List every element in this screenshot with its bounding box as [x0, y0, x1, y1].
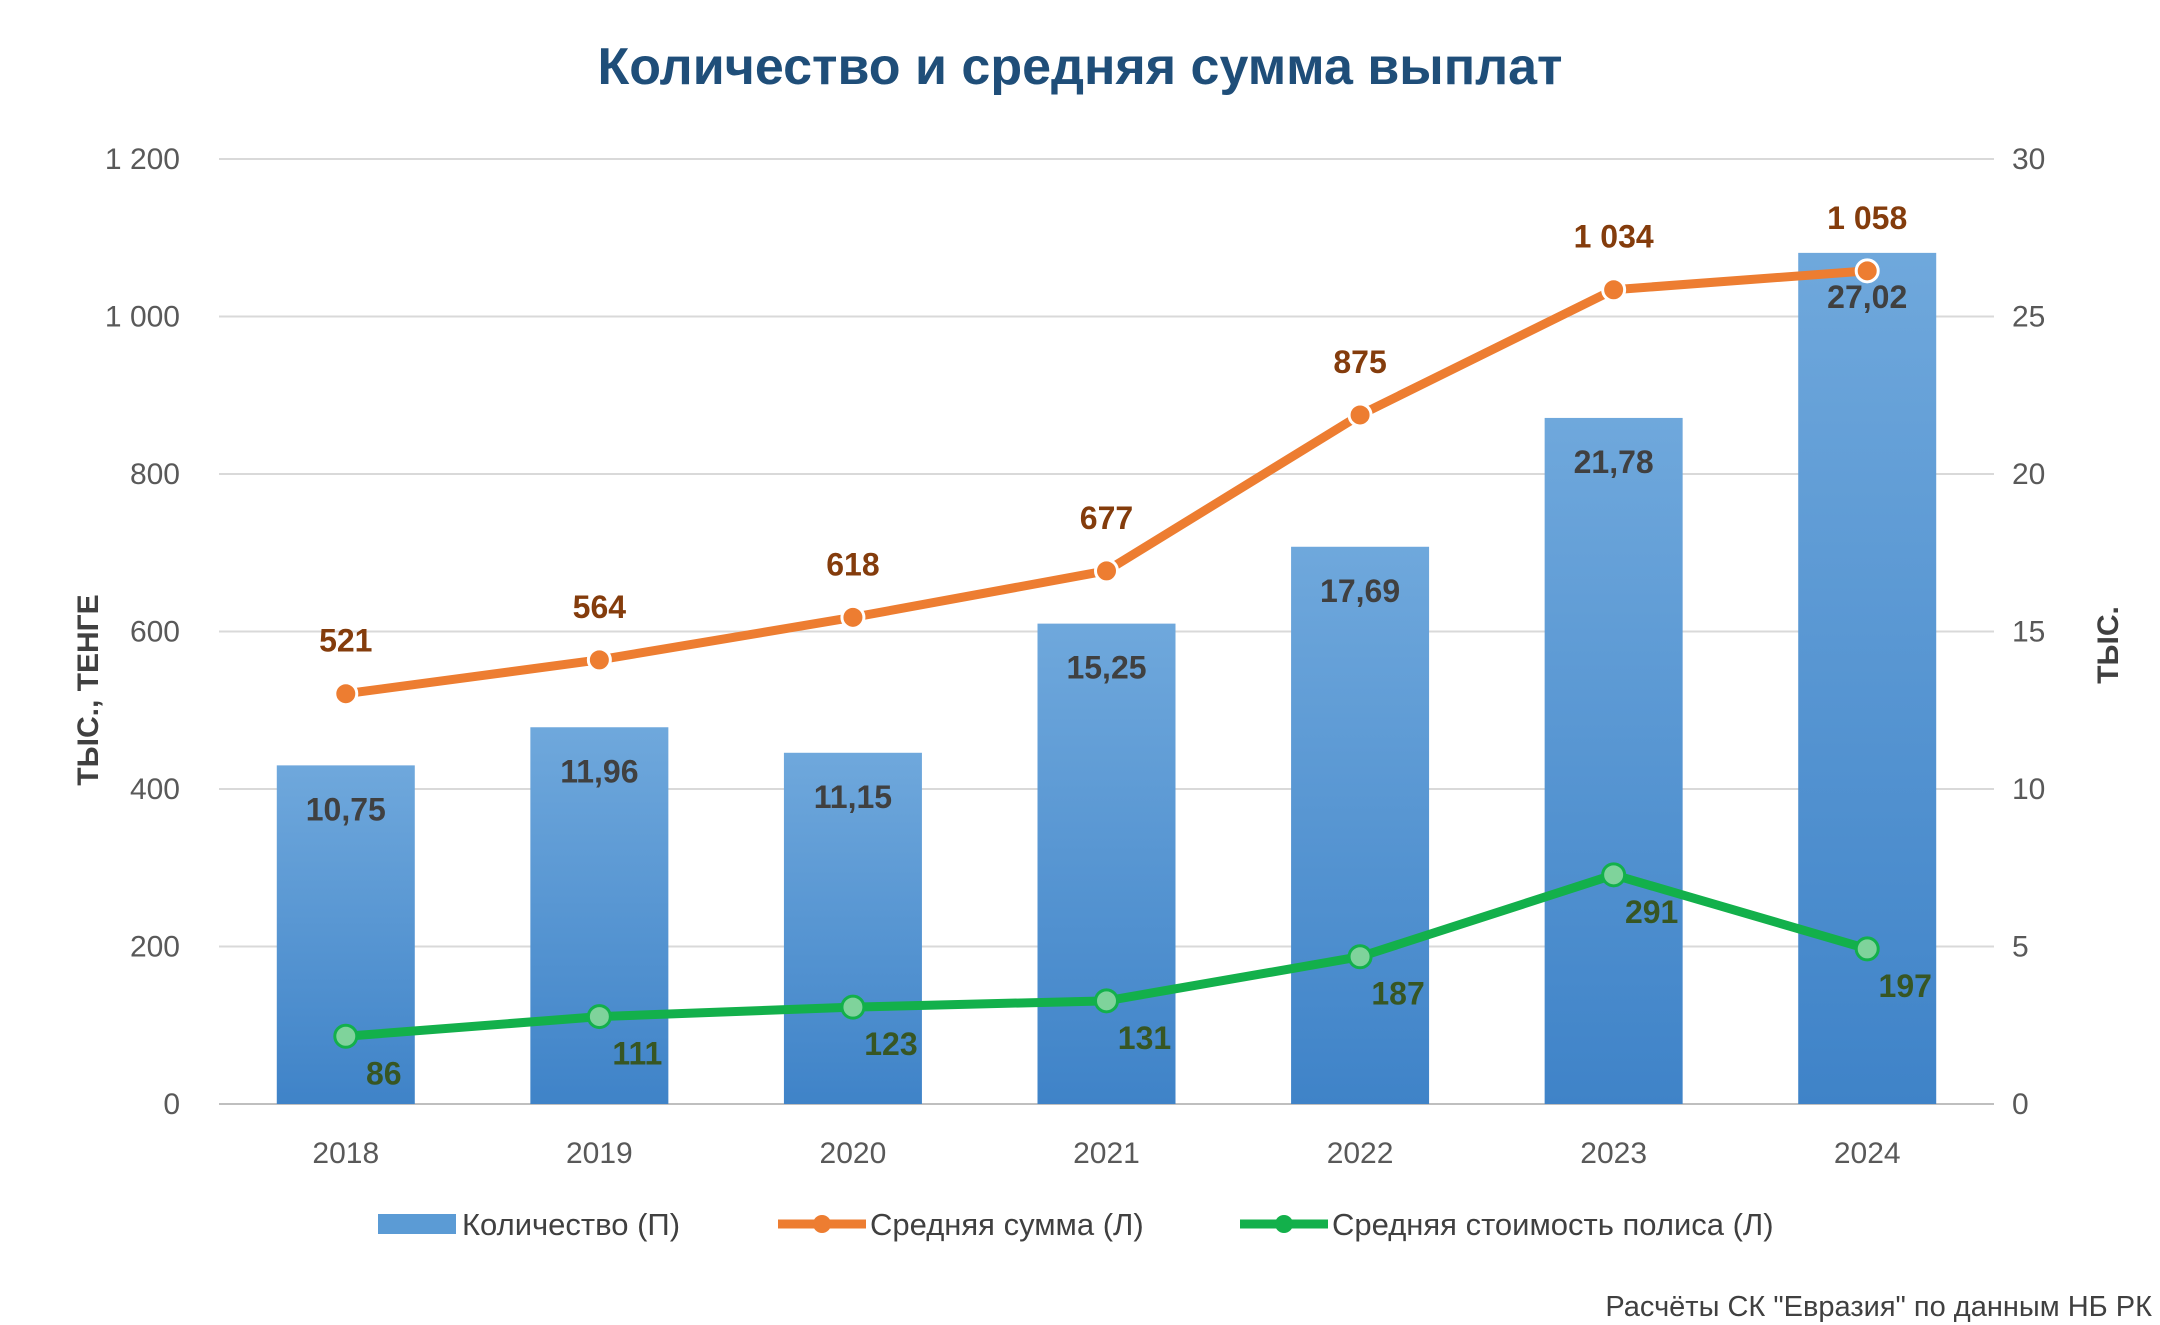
line-label: 123	[864, 1026, 917, 1062]
right-tick-label: 20	[2012, 458, 2045, 491]
bar	[1544, 417, 1683, 1104]
data-labels: 10,75 11,96 11,15 15,25 17,69 21,78 27,02 521 56…	[306, 200, 1932, 1091]
right-tick-label: 30	[2012, 143, 2045, 176]
bar	[1037, 623, 1176, 1104]
line-label: 618	[826, 546, 879, 582]
chart-title: Количество и средняя сумма выплат	[597, 38, 1562, 96]
bar-label: 10,75	[306, 791, 386, 827]
line-label: 131	[1118, 1020, 1171, 1056]
data-point	[1347, 402, 1373, 428]
legend-marker	[813, 1215, 831, 1233]
right-axis-label: ТЫС.	[2092, 606, 2125, 684]
left-axis-label: ТЫС., ТЕНГЕ	[72, 594, 105, 785]
source-note: Расчёты СК "Евразия" по данным НБ РК	[1605, 1291, 2152, 1323]
x-tick-label: 2019	[566, 1137, 633, 1170]
left-tick-label: 200	[130, 931, 180, 964]
bar	[783, 752, 922, 1104]
data-point	[1094, 558, 1119, 584]
bar	[1798, 252, 1937, 1104]
x-tick-label: 2023	[1580, 1137, 1647, 1170]
x-tick-label: 2024	[1834, 1137, 1901, 1170]
left-tick-label: 400	[130, 773, 180, 806]
bar-label: 15,25	[1066, 650, 1146, 686]
bar-label: 21,78	[1574, 444, 1654, 480]
right-tick-label: 25	[2012, 301, 2045, 334]
legend-label: Средняя сумма (Л)	[870, 1207, 1144, 1242]
right-tick-label: 15	[2012, 616, 2045, 649]
legend-swatch	[378, 1214, 456, 1234]
data-point	[840, 994, 866, 1020]
axis-ticks: 0 0 200 5 400 10 600 15 800 20 1 000 25 1 200 30 2018 2…	[105, 143, 2045, 1170]
line-series	[333, 258, 1880, 1049]
data-point	[840, 604, 866, 630]
data-point	[1601, 277, 1627, 303]
right-tick-label: 0	[2012, 1088, 2029, 1121]
line-label: 187	[1371, 976, 1424, 1012]
legend-label: Количество (П)	[462, 1207, 680, 1242]
legend-label: Средняя стоимость полиса (Л)	[1332, 1207, 1774, 1242]
line-label: 677	[1080, 500, 1133, 536]
data-point	[586, 647, 612, 673]
data-point	[333, 1023, 359, 1049]
line-label: 86	[366, 1055, 402, 1091]
line-label: 875	[1333, 344, 1386, 380]
left-tick-label: 1 000	[105, 301, 180, 334]
left-tick-label: 600	[130, 616, 180, 649]
data-point	[586, 1004, 612, 1030]
x-tick-label: 2022	[1327, 1137, 1394, 1170]
data-point	[1094, 988, 1119, 1014]
data-point	[333, 681, 359, 707]
line-label: 1 034	[1574, 219, 1654, 255]
line-label: 564	[573, 589, 627, 625]
data-point	[1854, 258, 1880, 284]
bar-label: 27,02	[1827, 279, 1907, 315]
x-tick-label: 2020	[820, 1137, 887, 1170]
left-tick-label: 0	[163, 1088, 180, 1121]
bar-series	[276, 252, 1937, 1104]
line-label: 111	[612, 1036, 662, 1072]
line-label: 521	[319, 623, 372, 659]
legend: Количество (П) Средняя сумма (Л) Средняя с…	[378, 1207, 1774, 1242]
line-label: 1 058	[1827, 200, 1907, 236]
left-tick-label: 800	[130, 458, 180, 491]
bar	[530, 727, 669, 1104]
data-point	[1347, 944, 1373, 970]
bar-label: 11,15	[814, 779, 892, 815]
left-tick-label: 1 200	[105, 143, 180, 176]
right-tick-label: 10	[2012, 773, 2045, 806]
data-point	[1854, 936, 1880, 962]
bar-label: 17,69	[1320, 573, 1400, 609]
legend-marker	[1275, 1215, 1293, 1233]
line-label: 197	[1879, 968, 1932, 1004]
line-label: 291	[1625, 894, 1678, 930]
x-tick-label: 2021	[1073, 1137, 1140, 1170]
bar-label: 11,96	[560, 753, 638, 789]
data-point	[1601, 862, 1627, 888]
right-tick-label: 5	[2012, 931, 2029, 964]
bar	[1291, 546, 1430, 1104]
x-tick-label: 2018	[312, 1137, 379, 1170]
